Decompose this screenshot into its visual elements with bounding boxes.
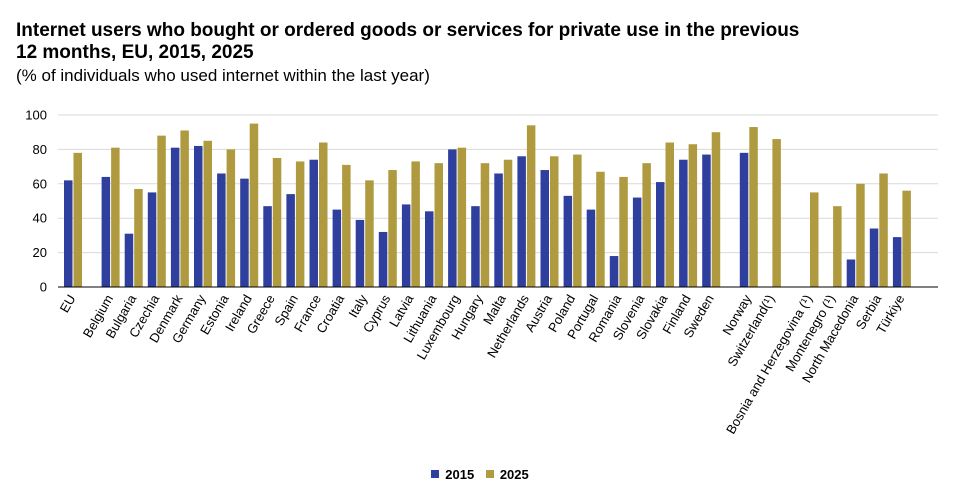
bar-2025-7 [249,123,259,287]
legend-item-2015: 2015 [431,467,474,482]
bar-2025-29 [772,139,781,287]
bar-2025-34 [902,190,911,287]
bars [64,123,911,287]
bar-2015-0 [64,180,73,287]
chart-subtitle: (% of individuals who used internet with… [16,66,430,85]
bar-2025-17 [480,163,490,287]
bar-2015-11 [332,209,342,287]
bar-2015-22 [586,209,596,287]
y-tick-label-100: 100 [25,108,47,123]
bar-2015-21 [563,195,573,287]
bar-2015-23 [609,256,619,287]
legend-item-2025: 2025 [485,466,529,482]
bar-2015-15 [425,211,434,287]
bar-2015-24 [632,197,642,287]
bar-2015-13 [378,231,388,287]
bar-2015-32 [846,259,856,287]
bar-2025-4 [180,130,189,287]
bar-2025-28 [749,127,758,287]
bar-2025-3 [157,135,166,287]
bar-2025-21 [573,154,582,287]
bar-2025-0 [73,152,82,287]
legend-label-2025: 2025 [499,466,529,482]
bar-2025-5 [203,140,212,287]
bar-2015-3 [147,192,157,287]
bar-2025-18 [503,159,513,287]
bar-2015-12 [355,219,365,287]
bar-2015-18 [494,173,503,287]
legend-swatch-2015 [431,470,440,478]
bar-2025-1 [111,147,120,287]
bar-2025-27 [711,132,721,287]
bar-2025-8 [272,158,282,287]
bar-2015-8 [263,206,272,287]
bar-2015-19 [517,156,526,287]
bar-2025-26 [688,144,698,287]
legend-label-2015: 2015 [445,466,475,482]
bar-2025-14 [411,161,420,287]
y-tick-label-40: 40 [33,211,47,226]
bar-2025-13 [388,170,397,287]
bar-2015-6 [217,173,226,287]
bar-2025-32 [856,183,865,287]
bar-2015-2 [124,233,134,287]
bar-2015-20 [540,170,549,287]
bar-2015-28 [739,152,749,287]
bar-2025-11 [342,164,351,287]
bar-2025-6 [226,149,236,287]
bar-2025-31 [833,206,842,287]
bar-2025-22 [596,171,605,287]
bar-2015-14 [401,204,411,287]
bar-2025-25 [665,142,674,287]
bar-2025-24 [642,163,651,287]
bar-2015-10 [309,159,318,287]
bar-2015-27 [702,154,711,287]
bar-2025-10 [319,142,328,287]
bar-2015-9 [286,194,295,287]
y-tick-label-80: 80 [33,142,47,157]
bar-2025-30 [810,192,819,287]
bar-2025-33 [879,173,888,287]
bar-2025-16 [457,147,467,287]
x-tick-label-0: EU [57,292,79,315]
bar-2025-23 [619,176,628,287]
bar-2015-17 [471,206,480,287]
bar-2015-5 [194,145,203,287]
bar-2015-34 [892,237,902,287]
bar-2025-12 [365,180,374,287]
y-tick-label-60: 60 [33,176,47,191]
bar-2015-26 [679,159,688,287]
bar-2025-2 [134,188,143,287]
x-axis-labels: EU BelgiumBulgariaCzechiaDenmarkGermanyEs… [57,291,908,436]
bar-2015-33 [869,228,879,287]
legend-swatch-2025 [485,470,494,478]
bar-2015-25 [656,182,665,287]
y-tick-label-20: 20 [33,245,47,260]
bar-2025-15 [434,163,443,287]
y-tick-label-0: 0 [40,280,47,295]
bar-2025-19 [526,125,536,287]
y-axis-ticks: 0 20 40 60 80 100 [25,108,47,295]
legend: 2015 2025 [0,466,960,482]
bar-2015-7 [240,178,249,287]
bar-2015-1 [101,176,111,287]
bar-2015-4 [170,147,180,287]
chart-title: Internet users who bought or ordered goo… [16,20,800,63]
bar-2025-9 [295,161,305,287]
bar-2025-20 [550,156,559,287]
bar-2015-16 [448,149,457,287]
